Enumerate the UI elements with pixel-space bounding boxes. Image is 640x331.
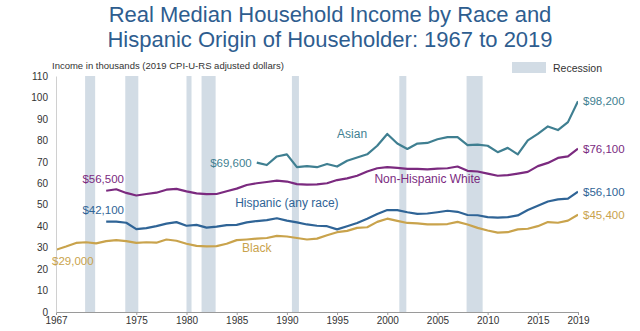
y-tick: 110	[32, 71, 56, 82]
x-tick-label: 1985	[226, 315, 249, 326]
annotation: $56,500	[82, 173, 124, 185]
x-tick: 1985	[226, 312, 249, 326]
y-axis: 0 10 20 30 40 50 60 70 80 90 100 110	[31, 71, 56, 318]
x-tick-label: 2019	[567, 315, 590, 326]
y-axis-title: Income in thousands (2019 CPI-U-RS adjus…	[52, 60, 284, 71]
plot-area	[56, 76, 578, 312]
recession-band	[85, 76, 95, 312]
x-tick-label: 2010	[477, 315, 500, 326]
y-tick-label: 30	[37, 242, 49, 253]
x-tick-label: 2005	[427, 315, 450, 326]
x-tick-label: 1990	[276, 315, 299, 326]
x-tick: 1967	[45, 312, 68, 326]
y-tick-label: 40	[37, 221, 49, 232]
y-tick-label: 0	[42, 307, 48, 318]
annotation: $29,000	[52, 255, 94, 267]
y-tick-label: 110	[32, 71, 48, 82]
y-tick: 90	[37, 114, 56, 125]
y-tick: 10	[37, 285, 56, 296]
x-tick-label: 1980	[176, 315, 199, 326]
x-tick: 2005	[427, 312, 450, 326]
series-line	[106, 192, 578, 230]
x-tick-label: 1975	[126, 315, 149, 326]
series-label: Black	[242, 241, 272, 255]
x-axis: 1967 1975 1980 1985 1990 1995 2000 2005 2010 2015…	[45, 312, 590, 326]
y-tick: 70	[37, 157, 56, 168]
y-tick: 60	[37, 178, 56, 189]
y-tick: 50	[37, 199, 56, 210]
series-label: Asian	[337, 127, 367, 141]
y-tick-label: 20	[37, 264, 49, 275]
series-label: Hispanic (any race)	[235, 196, 338, 210]
x-tick: 2015	[527, 312, 550, 326]
y-tick: 40	[37, 221, 56, 232]
y-tick: 0	[42, 307, 56, 318]
title-line: Hispanic Origin of Householder: 1967 to …	[107, 27, 552, 52]
x-tick: 1980	[176, 312, 199, 326]
y-tick-label: 100	[31, 92, 48, 103]
legend-label: Recession	[553, 62, 602, 74]
annotation: $56,100	[583, 186, 625, 198]
series-line	[106, 149, 578, 196]
series-label: Non-Hispanic White	[374, 172, 480, 186]
title: Real Median Household Income by Race and…	[107, 2, 552, 52]
y-tick-label: 90	[37, 114, 49, 125]
y-tick-label: 10	[37, 285, 49, 296]
annotation: $42,100	[82, 204, 124, 216]
x-tick-label: 1967	[45, 315, 68, 326]
y-tick: 30	[37, 242, 56, 253]
x-tick-label: 2000	[377, 315, 400, 326]
x-tick: 1975	[126, 312, 149, 326]
x-tick: 2000	[377, 312, 400, 326]
x-tick-label: 2015	[527, 315, 550, 326]
y-tick-label: 60	[37, 178, 49, 189]
annotation: $98,200	[583, 95, 625, 107]
y-tick: 80	[37, 135, 56, 146]
series-line	[56, 215, 578, 250]
recession-band	[467, 76, 483, 312]
y-tick-label: 50	[37, 199, 49, 210]
legend-swatch	[512, 62, 546, 73]
chart: Real Median Household Income by Race and…	[0, 0, 640, 331]
y-tick-label: 80	[37, 135, 49, 146]
x-tick: 2010	[477, 312, 500, 326]
recession-band	[187, 76, 192, 312]
y-tick-label: 70	[37, 157, 49, 168]
y-axis-line	[56, 77, 57, 313]
x-tick-label: 1995	[326, 315, 349, 326]
annotation: $69,600	[210, 157, 252, 169]
y-tick: 100	[31, 92, 56, 103]
annotation: $45,400	[583, 209, 625, 221]
annotation: $76,100	[583, 143, 625, 155]
series-line	[257, 101, 578, 167]
x-tick: 1995	[326, 312, 349, 326]
recession-band	[399, 76, 406, 312]
x-tick: 2019	[567, 312, 590, 326]
recession-band	[292, 76, 299, 312]
title-line: Real Median Household Income by Race and	[109, 2, 552, 27]
x-tick: 1990	[276, 312, 299, 326]
